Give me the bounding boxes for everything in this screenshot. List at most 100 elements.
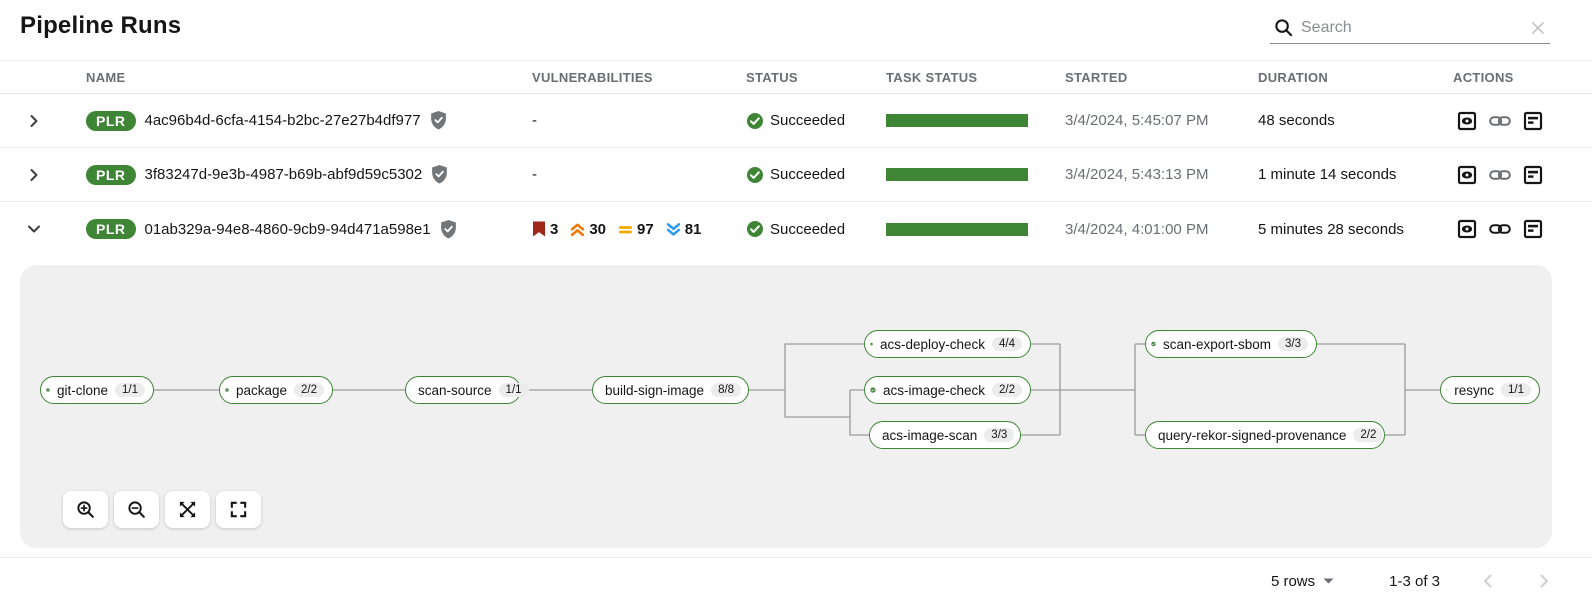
task-run-count: 3/3 — [1278, 337, 1308, 351]
task-node-scan-export-sbom[interactable]: scan-export-sbom 3/3 — [1145, 330, 1317, 358]
pipeline-run-name: 01ab329a-94e8-4860-9cb9-94d471a598e1 — [144, 220, 431, 238]
actions-cell — [1453, 165, 1572, 185]
view-logs-button[interactable] — [1523, 111, 1543, 131]
zoom-out-button[interactable] — [114, 491, 159, 528]
zoom-in-icon — [77, 501, 94, 518]
medium-severity-icon — [619, 225, 632, 233]
search-icon — [1274, 18, 1293, 37]
previous-page-button[interactable] — [1480, 573, 1496, 589]
expand-row-button[interactable] — [20, 167, 86, 183]
task-run-count: 1/1 — [498, 383, 529, 397]
task-run-count: 2/2 — [992, 383, 1022, 397]
task-success-icon — [46, 388, 50, 392]
actions-cell — [1453, 111, 1572, 131]
chevron-right-icon — [30, 168, 38, 181]
caret-down-icon — [1323, 578, 1334, 584]
task-run-count: 1/1 — [1501, 383, 1531, 397]
chevron-right-icon — [30, 114, 38, 127]
logs-icon — [1523, 165, 1543, 184]
link-button[interactable] — [1489, 222, 1511, 236]
column-header-task-status: TASK STATUS — [886, 69, 978, 85]
table-row: PLR 01ab329a-94e8-4860-9cb9-94d471a598e1… — [0, 202, 1592, 256]
graph-controls — [63, 491, 261, 528]
logs-icon — [1523, 111, 1543, 130]
view-logs-button[interactable] — [1523, 219, 1543, 239]
column-header-status: STATUS — [746, 69, 798, 85]
link-button[interactable] — [1489, 168, 1511, 182]
task-run-count: 8/8 — [711, 383, 742, 397]
success-check-icon — [747, 166, 763, 183]
plr-badge: PLR — [86, 164, 136, 185]
task-run-count: 3/3 — [984, 428, 1015, 442]
eye-box-icon — [1457, 219, 1477, 239]
task-node-acs-image-scan[interactable]: acs-image-scan 3/3 — [869, 421, 1021, 449]
high-count: 30 — [570, 221, 606, 238]
duration-value: 48 seconds — [1258, 112, 1335, 129]
view-output-button[interactable] — [1457, 219, 1477, 239]
task-node-build-sign-image[interactable]: build-sign-image 8/8 — [592, 376, 749, 404]
task-success-icon — [225, 388, 229, 392]
link-icon — [1489, 169, 1511, 180]
column-header-name: NAME — [86, 69, 126, 85]
task-node-acs-deploy-check[interactable]: acs-deploy-check 4/4 — [864, 330, 1031, 358]
task-status-bar — [886, 222, 1028, 236]
task-status-bar — [886, 168, 1028, 181]
signed-shield-icon — [431, 165, 448, 184]
view-output-button[interactable] — [1457, 111, 1477, 131]
status-cell: Succeeded — [746, 112, 886, 130]
chevron-right-icon — [1540, 574, 1549, 588]
task-node-acs-image-check[interactable]: acs-image-check 2/2 — [864, 376, 1031, 404]
expand-row-button[interactable] — [20, 113, 86, 129]
view-output-button[interactable] — [1457, 165, 1477, 185]
eye-box-icon — [1457, 165, 1477, 184]
task-node-scan-source[interactable]: scan-source 1/1 — [405, 376, 529, 404]
status-label: Succeeded — [770, 220, 846, 238]
link-button[interactable] — [1489, 114, 1511, 128]
chevron-down-icon — [28, 225, 40, 233]
column-header-duration: DURATION — [1258, 69, 1329, 85]
task-run-count: 4/4 — [992, 337, 1022, 351]
link-icon — [1489, 115, 1511, 126]
search-input[interactable] — [1301, 18, 1522, 37]
critical-count: 3 — [532, 221, 558, 238]
started-timestamp: 3/4/2024, 5:45:07 PM — [1065, 112, 1209, 129]
fit-to-screen-button[interactable] — [165, 491, 210, 528]
duration-value: 5 minutes 28 seconds — [1258, 220, 1404, 238]
task-node-package[interactable]: package 2/2 — [219, 376, 333, 404]
view-logs-button[interactable] — [1523, 165, 1543, 185]
critical-severity-icon — [533, 221, 545, 237]
task-success-icon — [870, 342, 873, 346]
actions-cell — [1453, 219, 1572, 239]
plr-badge: PLR — [86, 219, 136, 239]
column-header-started: STARTED — [1065, 69, 1128, 85]
column-header-vulnerabilities: VULNERABILITIES — [532, 69, 653, 85]
zoom-in-button[interactable] — [63, 491, 108, 528]
page-title: Pipeline Runs — [20, 12, 182, 39]
task-node-query-rekor-signed-provenance[interactable]: query-rekor-signed-provenance 2/2 — [1145, 421, 1385, 449]
status-cell: Succeeded — [746, 220, 886, 238]
status-label: Succeeded — [770, 166, 846, 183]
link-icon — [1489, 224, 1511, 234]
clear-search-icon[interactable] — [1530, 20, 1546, 36]
collapse-row-button[interactable] — [20, 221, 86, 237]
task-node-git-clone[interactable]: git-clone 1/1 — [40, 376, 154, 404]
pagination-range: 1-3 of 3 — [1389, 572, 1440, 590]
reset-view-button[interactable] — [216, 491, 261, 528]
medium-count: 97 — [618, 221, 654, 238]
success-check-icon — [747, 112, 763, 129]
task-success-icon — [1446, 389, 1448, 391]
task-run-count: 1/1 — [115, 383, 145, 397]
column-header-actions: ACTIONS — [1453, 69, 1514, 85]
task-run-count: 2/2 — [1353, 428, 1384, 442]
search-box — [1270, 12, 1550, 44]
pipeline-graph-panel: git-clone 1/1 package 2/2 scan-source 1/… — [20, 265, 1552, 548]
task-node-resync[interactable]: resync 1/1 — [1440, 376, 1540, 404]
logs-icon — [1523, 219, 1543, 239]
started-timestamp: 3/4/2024, 4:01:00 PM — [1065, 220, 1209, 238]
next-page-button[interactable] — [1536, 573, 1552, 589]
table-footer: 5 rows 1-3 of 3 — [0, 557, 1592, 604]
fit-to-screen-icon — [179, 501, 196, 518]
low-severity-icon — [666, 222, 680, 236]
status-label: Succeeded — [770, 112, 846, 129]
rows-per-page-dropdown[interactable]: 5 rows — [1271, 573, 1334, 590]
